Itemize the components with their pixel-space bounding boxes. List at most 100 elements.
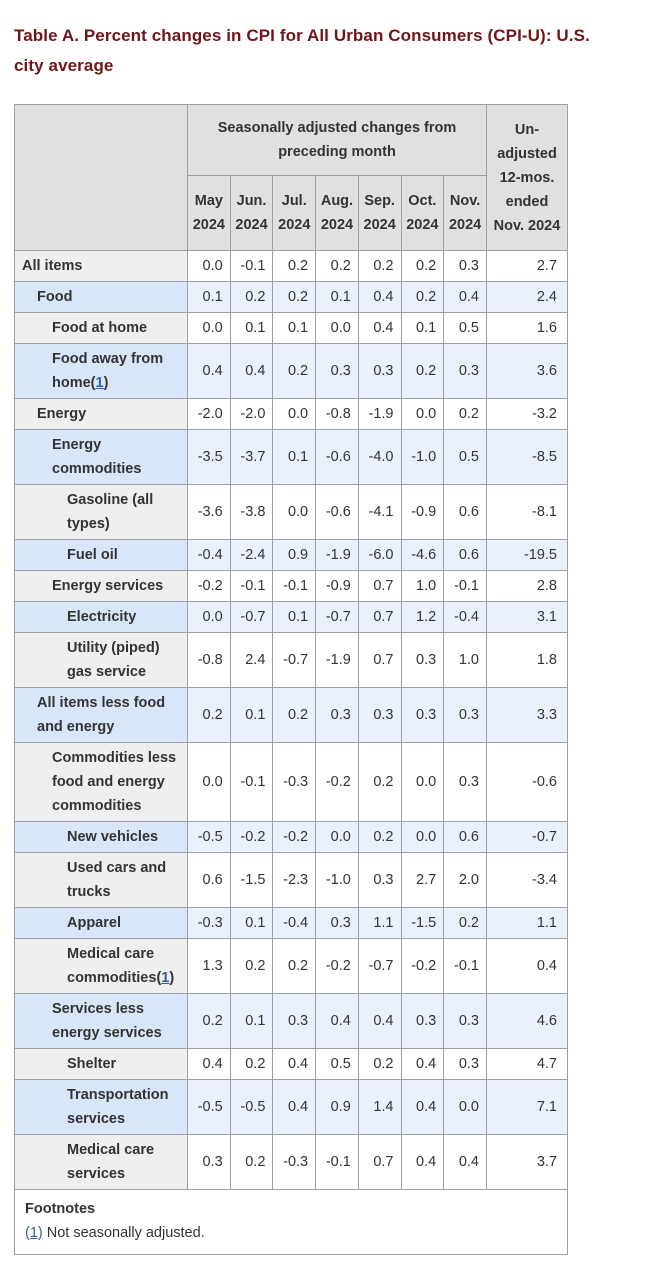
monthly-change-cell: 1.3 [187,938,231,994]
monthly-change-cell: -0.3 [187,907,231,939]
corner-cell [14,104,188,251]
footnote-link[interactable]: (1) [25,1225,43,1241]
monthly-change-cell: -0.8 [187,632,231,688]
monthly-change-cell: 1.1 [357,907,402,939]
monthly-change-cell: -0.3 [272,742,317,822]
table-row: Fuel oil -0.4 -2.4 0.9 -1.9 -6.0 -4.6 0.6 -19.5 [14,539,568,571]
monthly-change-cell: 0.3 [400,993,445,1049]
footnote-link[interactable]: 1 [95,375,104,391]
monthly-change-cell: 0.0 [400,821,445,853]
unadjusted-12mo-cell: 4.7 [486,1048,568,1080]
table-row: Services less energy services 0.2 0.1 0.3 0.… [14,993,568,1049]
row-label: Apparel [14,907,188,939]
unadjusted-12mo-cell: 2.7 [486,250,568,282]
row-label: All items less food and energy [14,687,188,743]
monthly-change-cell: 0.0 [315,312,359,344]
monthly-change-cell: 0.4 [443,281,487,313]
monthly-change-cell: -0.1 [229,570,274,602]
monthly-change-cell: -0.3 [272,1134,317,1190]
monthly-change-cell: 0.4 [357,993,402,1049]
monthly-change-cell: -1.9 [315,539,359,571]
monthly-change-cell: -2.0 [187,398,231,430]
monthly-change-cell: -2.4 [229,539,274,571]
monthly-change-cell: 0.2 [272,938,317,994]
month-header-row: May 2024 Jun. 2024 Jul. 2024 Aug. 2024 Sep. … [15,175,568,251]
monthly-change-cell: 0.3 [315,343,359,399]
monthly-change-cell: -1.5 [400,907,445,939]
row-label: Food at home [14,312,188,344]
monthly-change-cell: 1.0 [443,632,487,688]
monthly-change-cell: -0.7 [272,632,317,688]
monthly-change-cell: 0.6 [443,484,487,540]
monthly-change-cell: 0.5 [443,312,487,344]
monthly-change-cell: -0.1 [229,742,274,822]
monthly-change-cell: 0.3 [443,742,487,822]
monthly-change-cell: 0.1 [315,281,359,313]
monthly-change-cell: 0.3 [315,687,359,743]
row-label: Energy [14,398,188,430]
monthly-change-cell: -1.0 [400,429,445,485]
monthly-change-cell: 0.4 [272,1048,317,1080]
monthly-change-cell: -0.2 [272,821,317,853]
monthly-change-cell: -0.1 [315,1134,359,1190]
table-header: Seasonally adjusted changes from precedi… [14,104,568,251]
monthly-change-cell: 0.6 [443,821,487,853]
footnote-link[interactable]: 1 [161,970,170,986]
row-label: Medical care services [14,1134,188,1190]
table-row: Utility (piped) gas service -0.8 2.4 -0.7 -1… [14,632,568,688]
monthly-change-cell: 0.3 [272,993,317,1049]
unadjusted-12mo-cell: 1.1 [486,907,568,939]
monthly-change-cell: 0.0 [400,398,445,430]
monthly-change-cell: -1.0 [315,852,359,908]
unadjusted-12mo-cell: -3.4 [486,852,568,908]
unadjusted-12mo-cell: 1.8 [486,632,568,688]
unadjusted-12mo-cell: -0.7 [486,821,568,853]
monthly-change-cell: -0.2 [315,742,359,822]
monthly-change-cell: 2.4 [229,632,274,688]
monthly-change-cell: -3.8 [229,484,274,540]
table-row: Electricity 0.0 -0.7 0.1 -0.7 0.7 1.2 -0.4 3.1 [14,601,568,633]
monthly-change-cell: -0.1 [272,570,317,602]
monthly-change-cell: -0.9 [315,570,359,602]
month-col-header: Jun. 2024 [229,175,274,251]
row-label: Commodities less food and energy commodi… [14,742,188,822]
table-row: Apparel -0.3 0.1 -0.4 0.3 1.1 -1.5 0.2 1.1 [14,907,568,939]
unadjusted-12mo-cell: 2.4 [486,281,568,313]
monthly-change-cell: 0.4 [400,1134,445,1190]
row-label: Utility (piped) gas service [14,632,188,688]
monthly-change-cell: 0.3 [357,687,402,743]
monthly-change-cell: 0.3 [187,1134,231,1190]
monthly-change-cell: -4.1 [357,484,402,540]
monthly-change-cell: 0.3 [443,993,487,1049]
table-row: Medical care services 0.3 0.2 -0.3 -0.1 0.7 0.… [14,1134,568,1190]
unadjusted-col-header: Un-adjusted 12-mos. ended Nov. 2024 [486,104,568,251]
unadjusted-12mo-cell: 2.8 [486,570,568,602]
monthly-change-cell: 0.3 [443,687,487,743]
table-row: All items 0.0 -0.1 0.2 0.2 0.2 0.2 0.3 2.7 [14,250,568,282]
footnotes-row: Footnotes (1) Not seasonally adjusted. [14,1189,568,1255]
monthly-change-cell: 1.0 [400,570,445,602]
cpi-table: Seasonally adjusted changes from precedi… [14,104,568,1255]
page-title: Table A. Percent changes in CPI for All … [14,26,590,75]
table-row: Transportation services -0.5 -0.5 0.4 0.9 1.4… [14,1079,568,1135]
unadjusted-12mo-cell: 3.1 [486,601,568,633]
unadjusted-12mo-cell: 3.3 [486,687,568,743]
row-label: Energy services [14,570,188,602]
unadjusted-12mo-cell: 0.4 [486,938,568,994]
monthly-change-cell: 0.3 [400,687,445,743]
table-footer: Footnotes (1) Not seasonally adjusted. [14,1189,568,1255]
monthly-change-cell: -3.5 [187,429,231,485]
monthly-change-cell: 0.1 [272,601,317,633]
row-label: New vehicles [14,821,188,853]
monthly-change-cell: 0.7 [357,601,402,633]
monthly-change-cell: 0.0 [443,1079,487,1135]
monthly-change-cell: 0.7 [357,632,402,688]
table-row: Shelter 0.4 0.2 0.4 0.5 0.2 0.4 0.3 4.7 [14,1048,568,1080]
monthly-change-cell: 0.2 [357,821,402,853]
monthly-change-cell: -0.2 [229,821,274,853]
table-row: Medical care commodities(1) 1.3 0.2 0.2 -0.2… [14,938,568,994]
month-col-header: Aug. 2024 [315,175,359,251]
monthly-change-cell: 0.3 [443,1048,487,1080]
row-label: Gasoline (all types) [14,484,188,540]
group-header: Seasonally adjusted changes from precedi… [187,104,487,176]
